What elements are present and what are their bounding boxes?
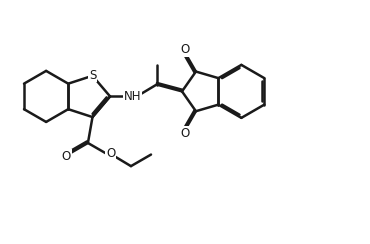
Text: S: S — [89, 69, 96, 81]
Text: NH: NH — [124, 90, 141, 103]
Text: O: O — [106, 147, 115, 160]
Text: O: O — [180, 127, 189, 140]
Text: O: O — [180, 43, 189, 56]
Text: O: O — [61, 150, 71, 163]
